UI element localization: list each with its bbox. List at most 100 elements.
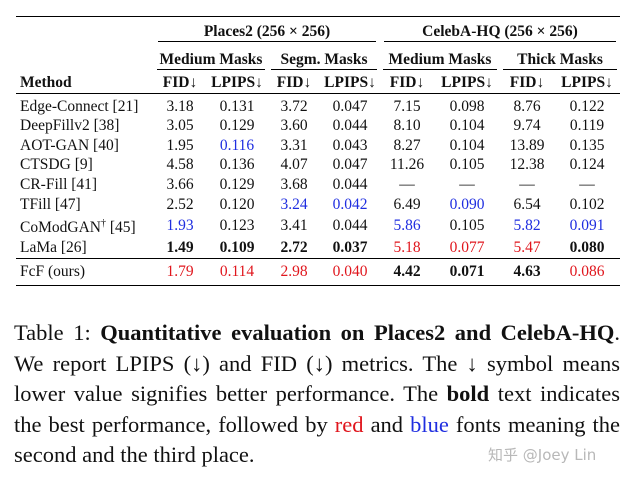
table-row: Edge-Connect [21] 3.18 0.131 3.72 0.047 7.15 0…: [16, 93, 620, 116]
value-cell: 0.091: [569, 217, 605, 235]
subgroup-header: Medium Masks: [154, 47, 268, 73]
value-cell: 0.090: [449, 195, 485, 213]
group-header-places2: Places2 (256 × 256): [154, 17, 380, 48]
caption-text: and: [363, 411, 411, 437]
metric-header: LPIPS↓: [561, 74, 613, 91]
value-cell: 4.58: [166, 156, 194, 174]
value-cell: 9.74: [513, 117, 541, 135]
value-cell: 0.037: [332, 238, 368, 256]
table-row: FcF (ours) 1.79 0.114 2.98 0.040 4.42 0.071 4.6…: [16, 258, 620, 285]
results-table-container: Places2 (256 × 256) CelebA-HQ (256 × 256…: [16, 16, 620, 286]
value-cell: 3.18: [166, 97, 194, 115]
value-cell: 11.26: [389, 156, 425, 174]
group-header-row: Places2 (256 × 256) CelebA-HQ (256 × 256…: [16, 16, 620, 48]
method-cell: DeepFillv2 [38]: [20, 117, 120, 135]
value-cell: 3.41: [280, 217, 308, 235]
value-cell: —: [399, 175, 415, 193]
value-cell: 8.76: [513, 97, 541, 115]
method-cell: Edge-Connect [21]: [20, 97, 139, 115]
table-caption: Table 1: Quantitative evaluation on Plac…: [14, 318, 620, 471]
table-row: LaMa [26] 1.49 0.109 2.72 0.037 5.18 0.077 5.47…: [16, 238, 620, 258]
caption-title: Quantitative evaluation on Places2 and C…: [100, 320, 615, 345]
value-cell: 7.15: [393, 97, 421, 115]
value-cell: 0.042: [332, 195, 368, 213]
caption-text: text indicates the best performance, fol…: [14, 381, 620, 437]
method-cell: FcF (ours): [20, 262, 86, 280]
method-cell: CoModGAN† [45]: [20, 218, 136, 237]
value-cell: 0.116: [219, 136, 255, 154]
value-cell: 0.077: [449, 238, 485, 256]
value-cell: 5.82: [513, 217, 541, 235]
value-cell: 0.044: [332, 117, 368, 135]
value-cell: 0.136: [219, 156, 255, 174]
table-row: CoModGAN† [45] 1.93 0.123 3.41 0.044 5.86 0.10…: [16, 214, 620, 238]
metric-header: FID↓: [162, 74, 198, 91]
value-cell: 0.120: [219, 195, 255, 213]
caption-prefix: Table 1:: [14, 320, 101, 345]
caption-text: fonts meaning the second and the third p…: [14, 411, 620, 468]
caption-bold-word: bold: [446, 381, 490, 406]
watermark: 知乎 @Joey Lin: [488, 446, 597, 464]
caption-blue-word: blue: [410, 411, 449, 437]
table-row: DeepFillv2 [38] 3.05 0.129 3.60 0.044 8.10 0.1…: [16, 116, 620, 136]
value-cell: 5.18: [393, 238, 421, 256]
value-cell: 2.72: [280, 238, 308, 256]
value-cell: 3.72: [280, 97, 308, 115]
value-cell: 8.10: [393, 117, 421, 135]
value-cell: 0.044: [332, 175, 368, 193]
method-cell: LaMa [26]: [20, 238, 87, 256]
value-cell: 0.123: [219, 217, 255, 235]
value-cell: 0.104: [449, 117, 485, 135]
value-cell: 5.47: [513, 238, 541, 256]
method-cell: CTSDG [9]: [20, 156, 93, 174]
value-cell: 5.86: [393, 217, 421, 235]
value-cell: 0.104: [449, 136, 485, 154]
value-cell: 3.24: [280, 195, 308, 213]
value-cell: 0.098: [449, 97, 485, 115]
value-cell: 0.119: [569, 117, 605, 135]
method-cell: TFill [47]: [20, 195, 81, 213]
metric-header-row: Method FID↓ LPIPS↓ FID↓ LPIPS↓ FID↓ LPIP…: [16, 73, 620, 93]
value-cell: —: [519, 175, 535, 193]
table-body: Edge-Connect [21] 3.18 0.131 3.72 0.047 7.15 0…: [16, 93, 620, 258]
value-cell: 4.42: [393, 262, 421, 280]
table-body-ours: FcF (ours) 1.79 0.114 2.98 0.040 4.42 0.071 4.6…: [16, 258, 620, 285]
method-column-header: Method: [20, 74, 72, 91]
value-cell: 0.135: [569, 136, 605, 154]
table-row: AOT-GAN [40] 1.95 0.116 3.31 0.043 8.27 0.104 1…: [16, 136, 620, 156]
value-cell: 3.66: [166, 175, 194, 193]
value-cell: 12.38: [509, 156, 545, 174]
subgroup-header: Thick Masks: [500, 47, 620, 73]
metric-header: LPIPS↓: [441, 74, 493, 91]
value-cell: 0.047: [332, 156, 368, 174]
value-cell: 1.93: [166, 217, 194, 235]
metric-header: FID↓: [276, 74, 312, 91]
metric-header: LPIPS↓: [324, 74, 376, 91]
group-header-celeba: CelebA-HQ (256 × 256): [380, 17, 620, 48]
value-cell: 0.071: [449, 262, 485, 280]
value-cell: 4.63: [513, 262, 541, 280]
value-cell: 3.05: [166, 117, 194, 135]
value-cell: 0.105: [449, 217, 485, 235]
subgroup-header: Segm. Masks: [268, 47, 380, 73]
value-cell: 8.27: [393, 136, 421, 154]
caption-text: . We report LPIPS (↓) and FID (↓) metric…: [14, 320, 621, 406]
value-cell: 0.047: [332, 97, 368, 115]
subgroup-header-row: Medium Masks Segm. Masks Medium Masks Th…: [16, 47, 620, 73]
method-cell: AOT-GAN [40]: [20, 136, 119, 154]
metric-header: FID↓: [389, 74, 425, 91]
value-cell: 0.080: [569, 238, 605, 256]
value-cell: —: [459, 175, 475, 193]
value-cell: 0.086: [569, 262, 605, 280]
value-cell: 0.124: [569, 156, 605, 174]
metric-header: LPIPS↓: [211, 74, 263, 91]
value-cell: 1.49: [166, 238, 194, 256]
value-cell: 1.95: [166, 136, 194, 154]
results-table: Places2 (256 × 256) CelebA-HQ (256 × 256…: [16, 16, 620, 286]
value-cell: 4.07: [280, 156, 308, 174]
value-cell: 0.040: [332, 262, 368, 280]
value-cell: 13.89: [509, 136, 545, 154]
caption-red-word: red: [334, 411, 364, 437]
value-cell: —: [579, 175, 595, 193]
value-cell: 2.52: [166, 195, 194, 213]
